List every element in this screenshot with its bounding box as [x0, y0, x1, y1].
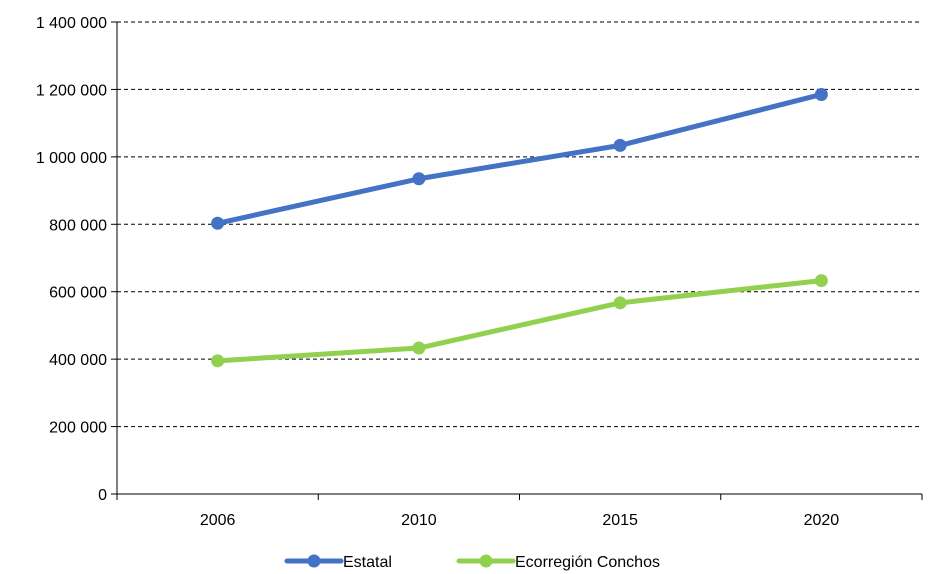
data-point: [814, 87, 828, 101]
legend-swatch-marker: [479, 554, 493, 568]
y-tick-label: 1 400 000: [36, 15, 107, 32]
y-tick-label: 400 000: [49, 352, 107, 369]
series-lines: [211, 87, 828, 368]
y-tick-label: 1 200 000: [36, 82, 107, 99]
data-point: [613, 138, 627, 152]
y-tick-label: 1 000 000: [36, 150, 107, 167]
legend-swatch-marker: [307, 554, 321, 568]
gridlines: [117, 21, 922, 428]
legend: Estatal Ecorregión Conchos: [284, 554, 660, 571]
x-tick-label: 2015: [602, 512, 638, 529]
legend-label: Ecorregión Conchos: [515, 554, 660, 571]
data-point: [613, 296, 627, 310]
x-tick-label: 2006: [200, 512, 236, 529]
axes: 0 200 000 400 000 600 000 800 000 1 000 000 1 …: [36, 15, 923, 529]
series-line: [215, 278, 824, 364]
y-tick-label: 600 000: [49, 285, 107, 302]
data-point: [412, 172, 426, 186]
data-point: [814, 274, 828, 288]
x-tick-label: 2020: [804, 512, 840, 529]
y-tick-label: 800 000: [49, 217, 107, 234]
series-line: [215, 91, 824, 226]
y-tick-label: 0: [98, 487, 107, 504]
data-point: [211, 354, 225, 368]
data-point: [211, 216, 225, 230]
legend-label: Estatal: [343, 554, 392, 571]
data-point: [412, 341, 426, 355]
x-tick-label: 2010: [401, 512, 437, 529]
y-tick-label: 200 000: [49, 420, 107, 437]
